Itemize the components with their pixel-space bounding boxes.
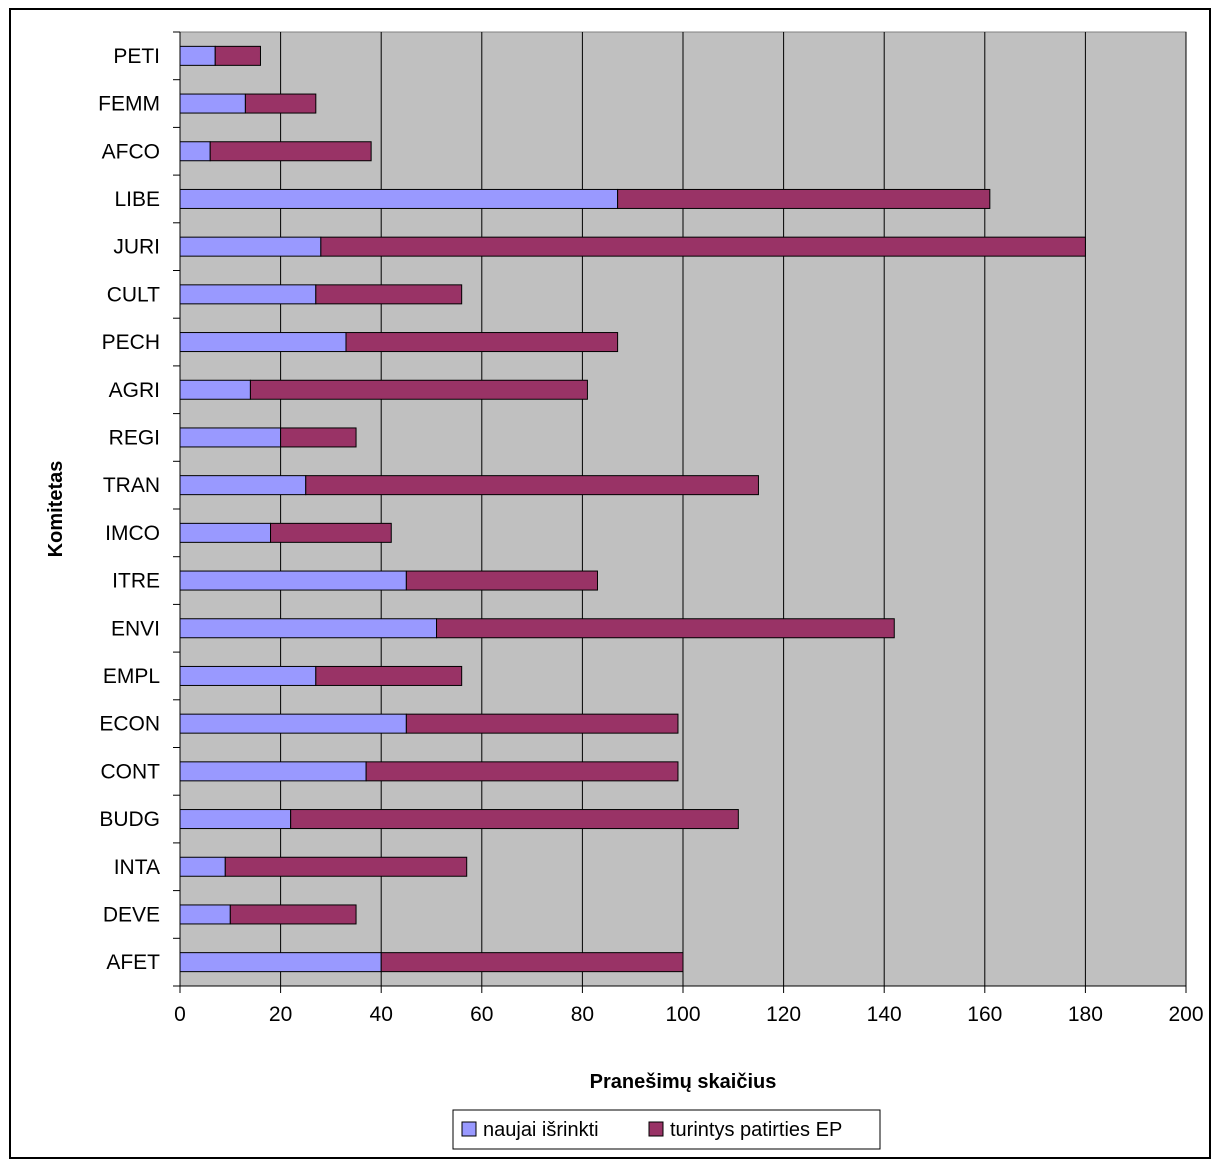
y-tick-label: AFCO [102, 140, 160, 163]
bar-budg-naujai [179, 809, 292, 830]
x-tick-label: 140 [867, 1003, 902, 1026]
x-axis: 0 20 40 60 80 100 120 140 160 180 200 [174, 985, 1204, 1026]
bar-tran-naujai [179, 475, 307, 496]
bar-afet-naujai [179, 952, 382, 973]
y-tick-label: TRAN [103, 474, 160, 497]
y-tick-label: FEMM [98, 93, 160, 116]
bar-peti-naujai [179, 45, 216, 66]
legend-box [452, 1109, 881, 1150]
bar-femm-turintys [244, 93, 317, 114]
x-tick-label: 20 [269, 1003, 292, 1026]
bar-cult-turintys [315, 284, 463, 305]
bar-agri-turintys [249, 379, 588, 400]
y-tick-label: PECH [102, 331, 160, 354]
y-tick-label: ECON [99, 713, 160, 736]
y-tick-label: CULT [107, 283, 160, 306]
bar-regi-naujai [179, 427, 282, 448]
y-axis-title: Komitetas [45, 461, 67, 558]
bar-imco-naujai [179, 522, 272, 543]
bar-imco-turintys [270, 522, 392, 543]
bar-envi-turintys [436, 618, 895, 639]
y-tick-label: JURI [113, 236, 160, 259]
bar-deve-naujai [179, 904, 231, 925]
bar-juri-turintys [320, 236, 1086, 257]
bar-envi-naujai [179, 618, 438, 639]
y-tick-label: AGRI [109, 379, 160, 402]
bar-libe-turintys [617, 188, 991, 209]
bar-cont-naujai [179, 761, 367, 782]
y-tick-label: REGI [109, 426, 160, 449]
bar-peti-turintys [214, 45, 261, 66]
bar-tran-turintys [305, 475, 759, 496]
bar-agri-naujai [179, 379, 251, 400]
y-tick-label: DEVE [103, 903, 160, 926]
x-tick-label: 160 [967, 1003, 1002, 1026]
bar-deve-turintys [229, 904, 357, 925]
bar-empl-naujai [179, 665, 317, 686]
bar-inta-turintys [224, 856, 468, 877]
x-tick-label: 60 [470, 1003, 493, 1026]
y-tick-label: EMPL [103, 665, 160, 688]
legend-label-turintys: turintys patirties EP [670, 1119, 842, 1141]
bar-libe-naujai [179, 188, 619, 209]
y-tick-label: PETI [113, 45, 160, 68]
legend-swatch-turintys [648, 1121, 664, 1137]
bar-afco-turintys [209, 141, 372, 162]
bar-cont-turintys [365, 761, 679, 782]
bar-empl-turintys [315, 665, 463, 686]
x-tick-label: 200 [1168, 1003, 1203, 1026]
x-tick-label: 0 [174, 1003, 186, 1026]
x-tick-label: 180 [1068, 1003, 1103, 1026]
y-tick-label: LIBE [114, 188, 160, 211]
bar-pech-turintys [345, 332, 619, 353]
x-tick-label: 120 [766, 1003, 801, 1026]
y-tick-label: INTA [114, 856, 160, 879]
bar-cult-naujai [179, 284, 317, 305]
legend: naujai išrinkti turintys patirties EP [452, 1109, 881, 1150]
bar-itre-naujai [179, 570, 407, 591]
legend-label-naujai: naujai išrinkti [483, 1119, 599, 1141]
bar-econ-turintys [405, 713, 679, 734]
y-tick-label: BUDG [99, 808, 160, 831]
bar-juri-naujai [179, 236, 322, 257]
bar-afet-turintys [380, 952, 684, 973]
x-tick-label: 100 [665, 1003, 700, 1026]
legend-swatch-naujai [461, 1121, 477, 1137]
y-tick-label: IMCO [105, 522, 160, 545]
x-axis-title: Pranešimų skaičius [590, 1071, 777, 1093]
bar-budg-turintys [290, 809, 739, 830]
bar-inta-naujai [179, 856, 226, 877]
bars [179, 45, 1086, 973]
bar-econ-naujai [179, 713, 407, 734]
y-axis: AFET DEVE INTA BUDG CONT ECON EMPL ENVI ITRE IMCO… [98, 31, 181, 987]
y-tick-label: ITRE [112, 570, 160, 593]
y-tick-label: ENVI [111, 617, 160, 640]
x-tick-label: 40 [370, 1003, 393, 1026]
x-tick-label: 80 [571, 1003, 594, 1026]
bar-itre-turintys [405, 570, 598, 591]
y-tick-label: CONT [101, 760, 161, 783]
bar-afco-naujai [179, 141, 211, 162]
bar-femm-naujai [179, 93, 246, 114]
y-tick-label: AFET [106, 951, 160, 974]
bar-pech-naujai [179, 332, 347, 353]
bar-regi-turintys [280, 427, 357, 448]
